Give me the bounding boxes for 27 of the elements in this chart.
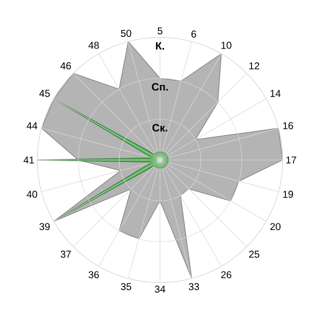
spoke-label: 33 — [188, 283, 200, 290]
spoke-label: 46 — [60, 62, 71, 70]
spoke-label: 5 — [158, 27, 162, 34]
spoke-label: 34 — [154, 286, 166, 293]
spoke-label: 26 — [221, 271, 232, 278]
y-tick-label: Ск. — [152, 124, 168, 132]
spoke-label: 41 — [24, 156, 34, 164]
spoke-label: 44 — [26, 122, 38, 130]
spoke-label: 17 — [286, 156, 296, 164]
spoke-label: 16 — [283, 122, 294, 130]
spoke-label: 14 — [270, 90, 281, 97]
spoke-label: 45 — [39, 90, 50, 97]
y-tick-label: К. — [156, 42, 164, 50]
spoke-label: 35 — [120, 283, 132, 290]
y-tick-label: Сп. — [152, 83, 168, 91]
spoke-label: 6 — [191, 30, 196, 38]
spoke-label: 10 — [221, 42, 232, 49]
spoke-label: 50 — [120, 30, 132, 37]
spoke-label: 12 — [249, 62, 260, 70]
spoke-label: 20 — [270, 223, 281, 230]
spoke-label: 37 — [60, 250, 71, 258]
spoke-label: 39 — [39, 223, 50, 230]
spoke-label: 48 — [88, 42, 99, 49]
spoke-label: 36 — [88, 271, 99, 278]
spoke-label: 40 — [26, 190, 38, 198]
spoke-label: 25 — [249, 250, 260, 258]
spoke-label: 19 — [283, 190, 294, 198]
